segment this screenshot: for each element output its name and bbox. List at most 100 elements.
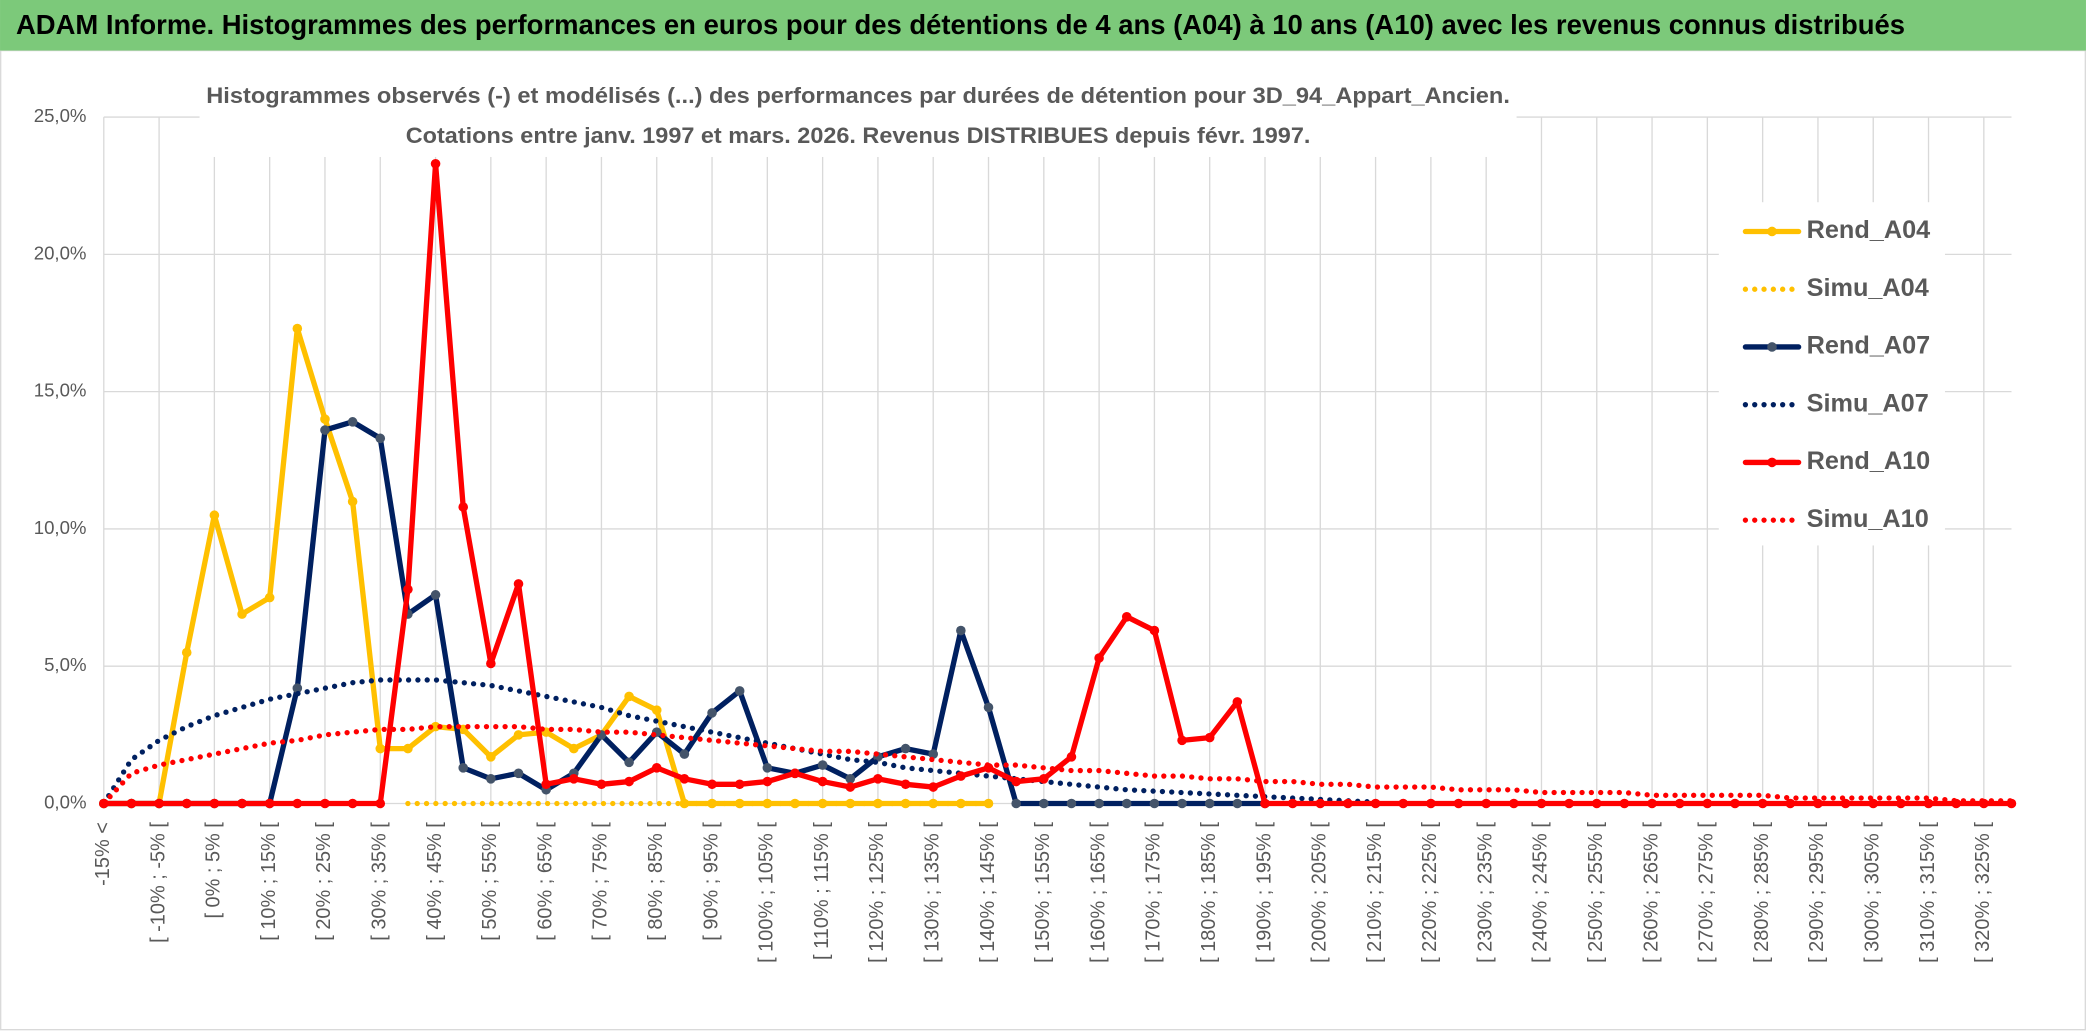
legend-label: Rend_A04 — [1807, 216, 1931, 244]
data-point — [762, 776, 773, 787]
data-point — [1453, 798, 1464, 809]
legend: Rend_A04 Simu_A04 Rend_A07 Simu_A07 Rend_A10… — [1718, 202, 1945, 546]
data-point — [928, 782, 939, 792]
title-banner — [0, 0, 2086, 51]
data-point — [873, 798, 883, 809]
data-point — [209, 798, 220, 809]
x-tick-label: [ 120% ; 125% [ — [866, 822, 888, 963]
data-point — [1066, 752, 1077, 762]
data-point — [458, 763, 468, 773]
y-tick-label: 25,0% — [34, 105, 87, 126]
data-point — [292, 798, 303, 809]
data-point — [1426, 798, 1436, 809]
data-point — [126, 798, 137, 809]
data-point — [1232, 697, 1243, 707]
x-tick-label: [ 20% ; 25% [ — [313, 822, 335, 941]
legend-label: Rend_A10 — [1807, 447, 1931, 475]
x-tick-label: [ 240% ; 245% [ — [1530, 822, 1552, 963]
x-tick-label: -15% < — [92, 822, 114, 886]
legend-label: Rend_A07 — [1807, 332, 1931, 360]
data-point — [817, 776, 828, 787]
data-point — [1149, 798, 1160, 809]
x-tick-label: [ 100% ; 105% [ — [756, 822, 778, 963]
data-point — [1177, 735, 1187, 746]
data-point — [1619, 798, 1630, 809]
data-point — [1896, 798, 1906, 809]
x-tick-label: [ 60% ; 65% [ — [534, 822, 556, 941]
subtitle-background — [199, 77, 1517, 157]
data-point — [1536, 798, 1547, 809]
x-tick-label: [ 50% ; 55% [ — [479, 822, 501, 941]
x-tick-label: [ 10% ; 15% [ — [258, 822, 280, 941]
data-point — [845, 774, 856, 784]
x-tick-label: [ 220% ; 225% [ — [1419, 822, 1441, 963]
data-point — [1232, 798, 1243, 809]
data-point — [486, 658, 496, 669]
data-point — [1840, 798, 1851, 809]
data-point — [762, 798, 773, 809]
legend-label: Simu_A04 — [1807, 274, 1929, 302]
data-point — [1094, 653, 1104, 663]
data-point — [1757, 798, 1768, 809]
data-point — [1564, 798, 1574, 809]
data-point — [375, 743, 386, 754]
x-tick-label: [ 200% ; 205% [ — [1309, 822, 1331, 963]
data-point — [264, 798, 275, 809]
plot-area: 0,0% 5,0% 10,0% 15,0% 20,0% 25,0% -15% < [ -10%… — [34, 105, 2017, 963]
data-point — [569, 774, 579, 784]
data-point — [264, 592, 275, 603]
data-point — [1647, 798, 1657, 809]
y-tick-label: 0,0% — [44, 791, 86, 812]
data-point — [1730, 798, 1740, 809]
data-point — [1039, 774, 1049, 784]
data-point — [513, 768, 524, 779]
data-point — [375, 798, 386, 809]
data-point — [292, 323, 303, 334]
data-point — [347, 417, 358, 427]
x-tick-label: [ 130% ; 135% [ — [921, 822, 943, 963]
data-point — [900, 798, 911, 809]
data-point — [1785, 798, 1796, 809]
x-tick-label: [ 320% ; 325% [ — [1972, 822, 1994, 963]
legend-marker — [1767, 226, 1777, 237]
data-point — [817, 798, 828, 809]
chart-title: ADAM Informe. Histogrammes des performan… — [16, 9, 1905, 40]
x-tick-label: [ 270% ; 275% [ — [1696, 822, 1718, 963]
data-point — [928, 798, 939, 809]
data-point — [181, 647, 192, 658]
x-tick-label: [ 260% ; 265% [ — [1640, 822, 1662, 963]
data-point — [375, 433, 386, 444]
x-tick-label: [ 210% ; 215% [ — [1364, 822, 1386, 963]
data-point — [181, 798, 192, 809]
data-point — [1094, 798, 1104, 809]
data-point — [430, 590, 441, 600]
data-point — [624, 776, 634, 787]
data-point — [1813, 798, 1823, 809]
data-point — [762, 763, 773, 773]
data-point — [734, 686, 745, 696]
data-point — [873, 774, 883, 784]
data-point — [1287, 798, 1298, 809]
data-point — [679, 749, 690, 759]
data-point — [1343, 798, 1353, 809]
model-line — [101, 723, 2015, 807]
subtitle-line: Histogrammes observés (-) et modélisés (… — [206, 83, 1510, 108]
data-point — [790, 768, 800, 779]
data-point — [679, 774, 690, 784]
x-tick-label: [ 170% ; 175% [ — [1143, 822, 1165, 963]
data-point — [237, 609, 247, 619]
data-point — [486, 774, 496, 784]
data-point — [347, 496, 358, 507]
data-point — [320, 425, 330, 435]
data-point — [320, 798, 330, 809]
x-tick-label: [ 110% ; 115% [ — [811, 822, 833, 960]
legend-background — [1718, 202, 1945, 546]
data-point — [651, 763, 662, 773]
legend-label: Simu_A10 — [1807, 505, 1929, 533]
legend-label: Simu_A07 — [1807, 389, 1929, 417]
data-point — [347, 798, 358, 809]
data-point — [624, 757, 634, 768]
data-point — [403, 743, 413, 754]
y-tick-label: 10,0% — [34, 517, 87, 538]
data-point — [1204, 798, 1215, 809]
